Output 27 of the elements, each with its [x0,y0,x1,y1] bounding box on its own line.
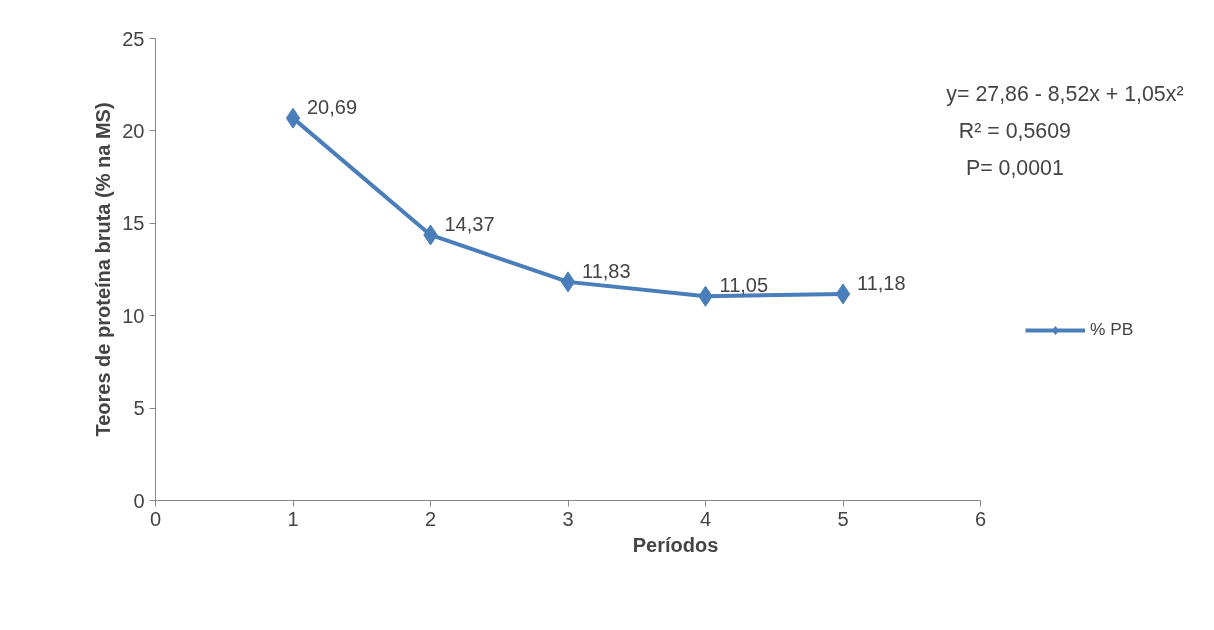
data-label: 11,18 [857,271,906,294]
y-tick-label: 25 [122,27,145,50]
data-label: 14,37 [444,212,495,235]
annotation: y= 27,86 - 8,52x + 1,05x² [946,81,1184,106]
legend-label: % PB [1090,319,1134,340]
y-tick-label: 5 [133,397,145,420]
x-tick-label: 0 [149,507,162,530]
x-tick-label: 6 [974,507,987,530]
x-tick-label: 3 [562,507,574,530]
point [285,107,301,129]
x-axis-title: Períodos [632,533,719,556]
annotation: P= 0,0001 [965,155,1064,180]
x-tick-label: 4 [699,507,712,530]
data-label: 11,83 [582,259,631,282]
annotation: R² = 0,5609 [958,118,1071,143]
point [835,283,851,305]
y-tick-label: 15 [122,212,145,235]
point [560,271,576,293]
x-tick-label: 1 [287,507,299,530]
y-axis-title: Teores de proteína bruta (% na MS) [92,102,115,437]
x-tick-label: 2 [424,507,437,530]
y-tick-label: 20 [122,119,145,142]
x-tick-label: 5 [837,507,849,530]
data-label: 20,69 [307,96,358,119]
data-label: 11,05 [719,274,769,297]
y-tick-label: 0 [133,489,145,512]
y-tick-label: 10 [122,304,145,327]
